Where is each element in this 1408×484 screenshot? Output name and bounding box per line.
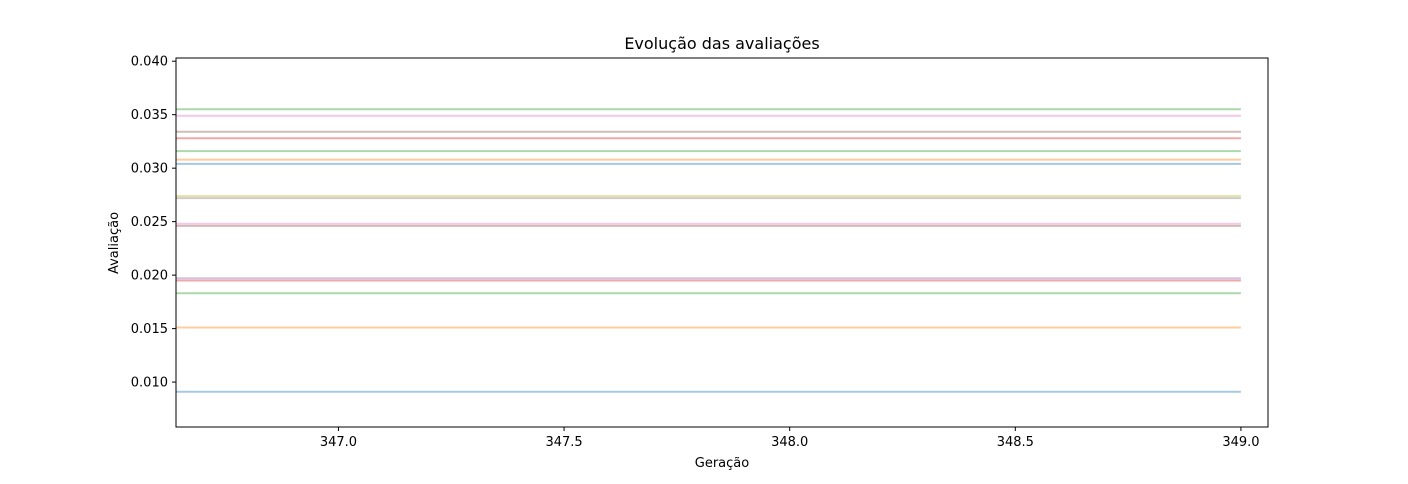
x-axis-label: Geração	[695, 456, 749, 471]
y-tick-label: 0.010	[131, 376, 168, 391]
y-tick-label: 0.040	[131, 55, 168, 70]
x-tick-label: 349.0	[1222, 435, 1259, 450]
chart-title: Evolução das avaliações	[624, 34, 819, 53]
x-axis-ticks: 347.0 347.5 348.0 348.5 349.0	[320, 427, 1260, 450]
plot-area-frame	[175, 57, 1269, 428]
y-tick-label: 0.020	[131, 269, 168, 284]
y-tick-label: 0.035	[131, 108, 168, 123]
y-axis-ticks: 0.010 0.015 0.020 0.025 0.030 0.035 0.040	[131, 55, 176, 391]
x-tick-label: 348.0	[771, 435, 808, 450]
x-tick-label: 347.0	[320, 435, 357, 450]
y-axis-label: Avaliação	[107, 212, 122, 274]
x-tick-label: 348.5	[997, 435, 1034, 450]
y-tick-label: 0.015	[131, 322, 168, 337]
x-tick-label: 347.5	[545, 435, 582, 450]
y-tick-label: 0.030	[131, 162, 168, 177]
series-layer	[176, 108, 1241, 393]
y-tick-label: 0.025	[131, 215, 168, 230]
